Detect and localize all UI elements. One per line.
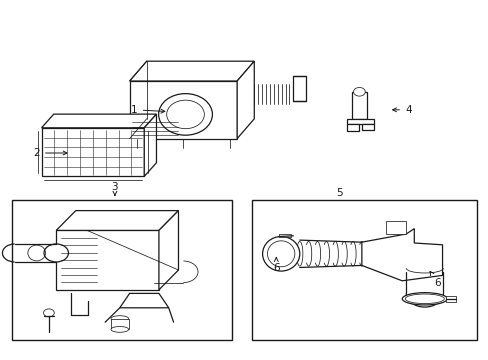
Ellipse shape [262, 237, 299, 271]
Text: 5: 5 [336, 188, 343, 198]
Ellipse shape [158, 94, 212, 135]
Polygon shape [159, 211, 178, 290]
Polygon shape [129, 61, 254, 81]
Polygon shape [346, 119, 373, 124]
Ellipse shape [402, 293, 447, 305]
Ellipse shape [44, 244, 68, 262]
Ellipse shape [353, 87, 365, 96]
Polygon shape [445, 296, 455, 302]
Polygon shape [346, 124, 359, 131]
Polygon shape [41, 114, 156, 128]
Text: 6: 6 [429, 271, 440, 288]
Text: 6: 6 [272, 257, 279, 273]
Text: 3: 3 [111, 182, 118, 195]
Text: 2: 2 [33, 148, 67, 158]
Polygon shape [56, 211, 178, 230]
Polygon shape [56, 230, 159, 290]
Polygon shape [129, 81, 237, 139]
Polygon shape [386, 221, 405, 234]
Polygon shape [237, 61, 254, 139]
Text: 1: 1 [131, 105, 164, 115]
Text: 4: 4 [392, 105, 411, 115]
Polygon shape [361, 124, 373, 130]
Polygon shape [293, 76, 305, 101]
Bar [111, 319, 128, 329]
Polygon shape [144, 114, 156, 176]
Polygon shape [41, 128, 144, 176]
Ellipse shape [111, 316, 128, 321]
Polygon shape [120, 293, 168, 308]
Ellipse shape [111, 327, 128, 332]
Bar [251, 200, 476, 340]
Polygon shape [351, 92, 366, 119]
Bar [12, 200, 232, 340]
Polygon shape [361, 229, 442, 281]
Polygon shape [278, 234, 290, 237]
